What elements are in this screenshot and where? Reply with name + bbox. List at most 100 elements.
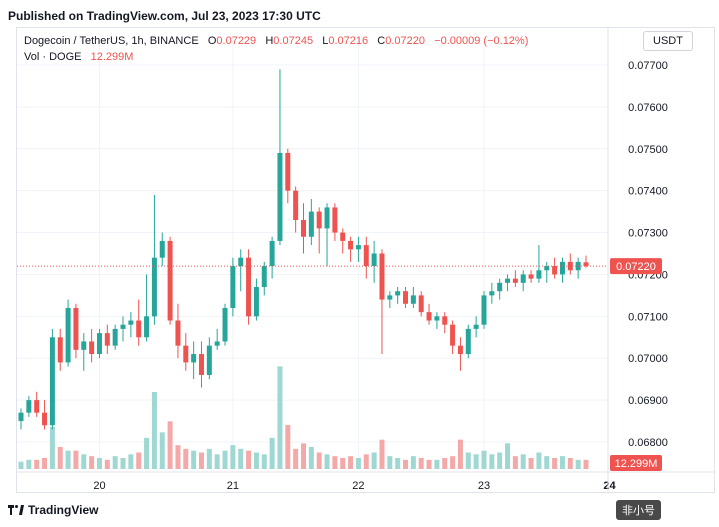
volume-bar — [269, 437, 275, 469]
volume-legend: Vol · DOGE 12.299M — [24, 51, 133, 63]
y-tick-label: 0.07700 — [628, 60, 668, 72]
volume-bar — [426, 459, 432, 469]
candle-body — [512, 278, 518, 283]
volume-label[interactable]: Vol · DOGE — [24, 51, 82, 63]
candle-body — [261, 266, 267, 288]
tradingview-icon — [8, 505, 24, 515]
volume-bar — [512, 456, 518, 469]
tradingview-brand: TradingView — [28, 503, 99, 517]
candle-body — [348, 240, 354, 250]
candle-body — [198, 354, 204, 375]
candle-body — [387, 295, 393, 300]
volume-bar — [206, 448, 212, 469]
candle-body — [18, 412, 24, 422]
candle-body — [206, 345, 212, 375]
volume-bar — [144, 437, 150, 469]
volume-bar — [214, 454, 220, 469]
candle-body — [112, 328, 118, 346]
close-value: 0.07220 — [385, 35, 426, 47]
volume-bar — [465, 452, 471, 469]
candle-body — [301, 219, 306, 237]
candle-body — [230, 266, 236, 308]
volume-bar — [536, 452, 542, 469]
volume-bar — [104, 459, 110, 469]
volume-bar — [403, 459, 409, 469]
symbol-name[interactable]: Dogecoin / TetherUS, 1h, BINANCE — [24, 35, 199, 47]
candle-body — [26, 400, 32, 413]
y-tick-label: 0.06800 — [628, 437, 668, 449]
candle-body — [308, 211, 314, 237]
candle-body — [159, 240, 165, 258]
volume-bar — [567, 458, 573, 469]
volume-bar — [159, 432, 165, 469]
volume-bar — [222, 450, 228, 469]
volume-bar — [89, 456, 95, 469]
candle-body — [324, 207, 330, 229]
candle-body — [559, 261, 565, 275]
candle-body — [214, 341, 220, 346]
x-tick-label: 20 — [93, 480, 105, 492]
y-tick-label: 0.07500 — [628, 144, 668, 156]
candle-body — [536, 270, 542, 279]
candle-body — [418, 295, 424, 313]
candle-body — [151, 257, 157, 317]
candle-body — [57, 337, 63, 363]
watermark: 非小号 — [616, 500, 661, 520]
candle-body — [34, 400, 40, 413]
open-value: 0.07229 — [216, 35, 257, 47]
volume-bar — [442, 458, 448, 469]
volume-bar — [379, 439, 385, 469]
x-tick-label: 23 — [478, 480, 490, 492]
volume-bar — [277, 366, 283, 469]
last-volume-badge — [610, 455, 662, 471]
volume-bar — [340, 458, 346, 469]
candle-body — [481, 295, 487, 325]
symbol-legend: Dogecoin / TetherUS, 1h, BINANCE O0.0722… — [24, 35, 528, 47]
volume-bar — [473, 454, 479, 469]
candle-body — [528, 274, 534, 279]
candle-body — [505, 278, 511, 283]
volume-bar — [316, 452, 322, 469]
candle-body — [426, 312, 432, 321]
volume-bar — [418, 458, 424, 469]
volume-bar — [73, 450, 79, 469]
volume-bar — [457, 439, 463, 469]
volume-bar — [230, 445, 236, 469]
candle-body — [395, 291, 401, 296]
candle-body — [96, 333, 102, 355]
last-price-badge — [610, 258, 662, 275]
candle-body — [167, 240, 173, 321]
candle-body — [65, 307, 71, 363]
high-value: 0.07245 — [273, 35, 314, 47]
y-tick-label: 0.06900 — [628, 395, 668, 407]
volume-bar — [191, 450, 197, 469]
volume-bar — [285, 425, 291, 469]
tradingview-logo[interactable]: TradingView — [8, 503, 98, 517]
volume-bar — [57, 447, 63, 469]
currency-button[interactable]: USDT — [643, 31, 693, 51]
volume-bar — [332, 456, 338, 469]
volume-bar — [583, 459, 589, 469]
candle-body — [379, 253, 385, 300]
candle-body — [355, 245, 361, 250]
candle-body — [277, 152, 283, 241]
candle-body — [49, 337, 55, 426]
volume-bar — [253, 452, 259, 469]
candle-body — [552, 266, 558, 275]
candle-body — [136, 320, 142, 338]
candle-body — [175, 320, 181, 346]
y-tick-label: 0.07600 — [628, 102, 668, 114]
volume-bar — [395, 458, 401, 469]
candle-body — [104, 333, 110, 346]
candle-body — [410, 295, 416, 304]
volume-bar — [371, 452, 377, 469]
y-tick-label: 0.07300 — [628, 228, 668, 240]
volume-bar — [363, 454, 369, 469]
candle-body — [332, 207, 338, 233]
candle-body — [238, 257, 244, 267]
candle-body — [42, 412, 48, 426]
volume-bar — [151, 392, 157, 469]
volume-bar — [552, 458, 558, 469]
candle-body — [73, 307, 79, 350]
